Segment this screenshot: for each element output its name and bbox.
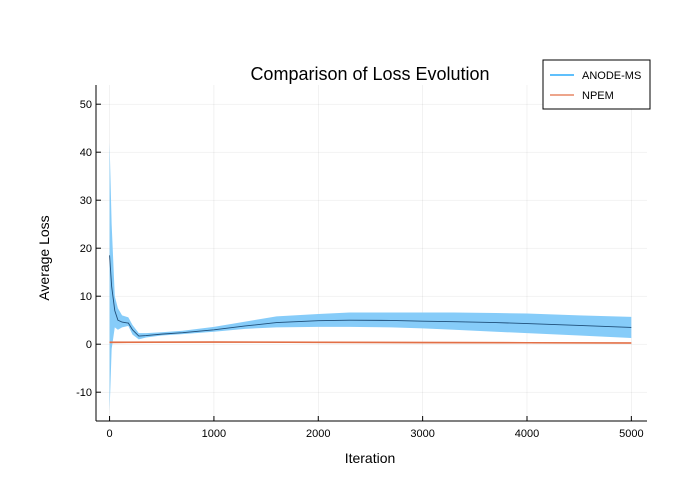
x-ticks: 0 1000 2000 3000 4000 5000 — [107, 416, 644, 440]
y-tick-label: 40 — [80, 147, 92, 159]
line-anode-ms — [109, 255, 632, 337]
x-tick-label: 4000 — [515, 428, 539, 440]
y-tick-label: 0 — [86, 339, 92, 351]
y-tick-label: 10 — [80, 291, 92, 303]
x-tick-label: 5000 — [619, 428, 643, 440]
series-lines — [109, 255, 632, 344]
legend: ANODE-MS NPEM — [542, 59, 651, 110]
y-ticks: -10 0 10 20 30 40 50 — [76, 99, 101, 399]
x-tick-label: 3000 — [410, 428, 434, 440]
chart-title: Comparison of Loss Evolution — [250, 64, 489, 84]
y-tick-label: 30 — [80, 195, 92, 207]
x-axis-label: Iteration — [345, 450, 396, 466]
y-tick-label: -10 — [76, 387, 92, 399]
x-tick-label: 2000 — [306, 428, 330, 440]
y-tick-label: 20 — [80, 243, 92, 255]
plot-area — [96, 85, 647, 421]
y-tick-label: 50 — [80, 99, 92, 111]
x-tick-label: 0 — [107, 428, 113, 440]
legend-box — [542, 59, 651, 110]
x-tick-label: 1000 — [202, 428, 226, 440]
legend-label-anode-ms: ANODE-MS — [582, 70, 641, 82]
y-axis-label: Average Loss — [36, 215, 52, 300]
line-npem — [109, 341, 632, 344]
legend-label-npem: NPEM — [582, 90, 614, 102]
